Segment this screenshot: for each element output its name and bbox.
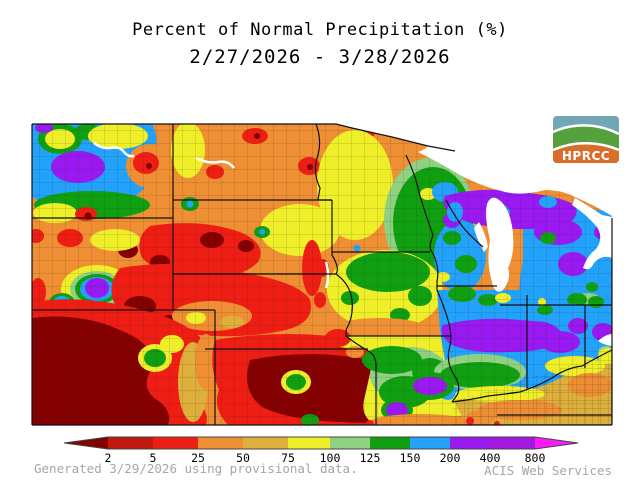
legend-segment xyxy=(330,437,370,449)
legend-segment xyxy=(108,437,153,449)
legend-segment xyxy=(288,437,330,449)
legend-tick: 5 xyxy=(150,451,157,465)
logo-orange-band xyxy=(553,143,619,163)
legend-segment xyxy=(450,437,490,449)
legend-tick: 50 xyxy=(236,451,250,465)
canada-and-lake-superior xyxy=(336,124,612,216)
legend-tick: 75 xyxy=(281,451,295,465)
legend-tick: 400 xyxy=(480,451,501,465)
legend-tick: 200 xyxy=(440,451,461,465)
water-bodies xyxy=(336,124,612,346)
generated-note: Generated 3/29/2026 using provisional da… xyxy=(34,461,358,476)
acis-credit: ACIS Web Services xyxy=(484,463,612,478)
legend-segment xyxy=(370,437,410,449)
legend-tick: 100 xyxy=(320,451,341,465)
legend-tick: 800 xyxy=(525,451,546,465)
legend-segment xyxy=(64,437,108,449)
lake-huron xyxy=(572,198,612,270)
legend-segment xyxy=(243,437,288,449)
map-date-range: 2/27/2026 - 3/28/2026 xyxy=(189,46,451,68)
hprcc-logo: HPRCC xyxy=(553,116,619,163)
logo-text: HPRCC xyxy=(562,149,610,163)
green-bay xyxy=(474,222,488,252)
legend-tick: 2 xyxy=(105,451,112,465)
legend-segment xyxy=(410,437,450,449)
legend-segment xyxy=(153,437,198,449)
legend-tick: 25 xyxy=(191,451,205,465)
color-scale-legend: 2 5 25 50 75 100 125 150 200 400 800 xyxy=(63,436,579,465)
legend-tick: 125 xyxy=(360,451,381,465)
legend-segment xyxy=(490,437,535,449)
lake-erie-corner xyxy=(598,334,612,346)
state-borders xyxy=(31,123,613,426)
legend-outline xyxy=(63,436,579,450)
legend-segment xyxy=(198,437,243,449)
county-lines-texture-dense xyxy=(452,352,612,425)
legend-tick: 150 xyxy=(400,451,421,465)
legend-segment xyxy=(535,437,578,449)
legend-tick-labels: 2 5 25 50 75 100 125 150 200 400 800 xyxy=(105,451,546,465)
river-lines xyxy=(93,141,330,289)
map-title: Percent of Normal Precipitation (%) xyxy=(132,20,508,40)
lake-michigan xyxy=(486,197,514,292)
